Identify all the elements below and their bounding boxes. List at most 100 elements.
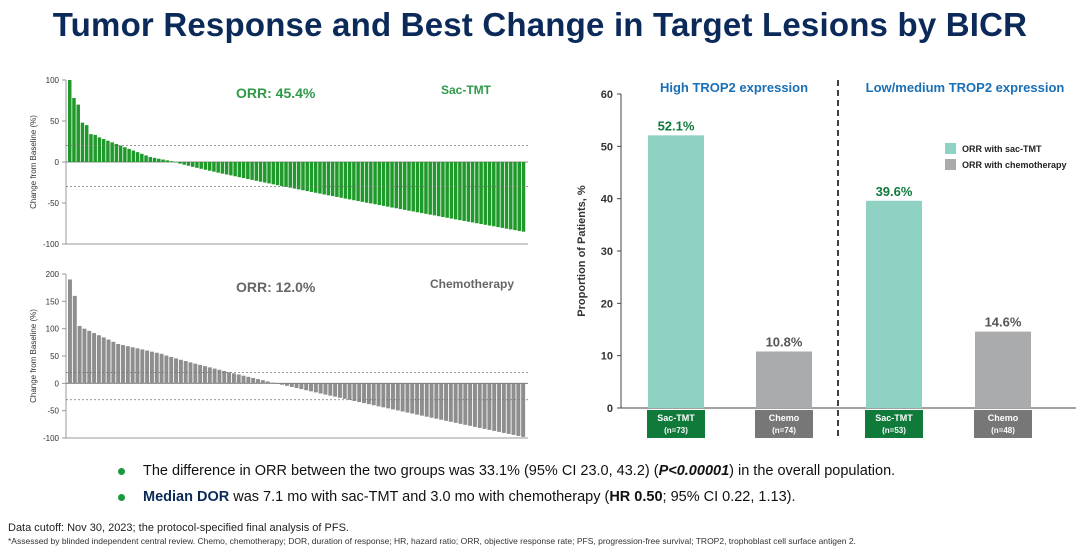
waterfall-bar <box>148 157 153 162</box>
y-tick-label: 0 <box>55 379 60 388</box>
waterfall-bar <box>294 383 299 389</box>
waterfall-bar <box>217 369 222 384</box>
waterfall-bar <box>222 370 227 384</box>
waterfall-bar <box>161 159 165 162</box>
waterfall-bar <box>92 333 97 384</box>
y-tick-label: 50 <box>50 352 59 361</box>
waterfall-bar <box>301 162 305 191</box>
waterfall-bar <box>441 162 445 218</box>
bullet-median-dor: Median DOR was 7.1 mo with sac-TMT and 3… <box>118 484 895 510</box>
waterfall-bar <box>297 162 301 190</box>
waterfall-bar <box>487 162 492 226</box>
waterfall-bar <box>82 328 87 384</box>
category-box <box>974 410 1032 438</box>
waterfall-bar <box>233 162 237 177</box>
waterfall-bar <box>381 162 386 206</box>
waterfall-bar <box>472 383 477 427</box>
waterfall-bar <box>371 383 376 406</box>
bullet-text: Median DOR was 7.1 mo with sac-TMT and 3… <box>143 489 796 505</box>
waterfall-bar <box>190 162 195 167</box>
waterfall-bar <box>335 162 339 197</box>
waterfall-bar <box>135 348 140 384</box>
waterfall-bar <box>174 358 179 384</box>
waterfall-bar <box>169 161 174 162</box>
waterfall-bar <box>93 134 97 162</box>
bullet-text: The difference in ORR between the two gr… <box>143 463 895 479</box>
waterfall-bar <box>149 351 154 384</box>
waterfall-bar <box>458 383 463 424</box>
waterfall-bar <box>487 383 492 430</box>
waterfall-bar <box>381 383 386 408</box>
waterfall-bar <box>477 383 482 428</box>
waterfall-bar <box>318 383 323 394</box>
waterfall-bar <box>198 364 203 384</box>
waterfall-bar <box>267 162 271 184</box>
waterfall-bar <box>496 162 500 228</box>
waterfall-bar <box>347 162 352 200</box>
legend-swatch-sac <box>945 143 956 154</box>
y-axis-label: Proportion of Patients, % <box>576 185 588 317</box>
waterfall-bar <box>501 383 506 433</box>
waterfall-bar <box>333 383 338 397</box>
waterfall-bar <box>347 383 352 400</box>
waterfall-bar <box>376 383 381 407</box>
waterfall-bar <box>419 383 424 416</box>
waterfall-bar <box>280 162 284 187</box>
waterfall-bar <box>309 383 313 392</box>
waterfall-bar <box>110 142 114 162</box>
waterfall-bar <box>448 383 453 422</box>
waterfall-bar <box>121 345 125 384</box>
y-tick-label: 40 <box>601 194 613 206</box>
waterfall-bar <box>419 162 424 214</box>
waterfall-bar <box>145 350 150 384</box>
waterfall-bar <box>313 162 318 193</box>
y-tick-label: 100 <box>46 76 60 85</box>
y-tick-label: -50 <box>47 199 59 208</box>
waterfall-bar <box>199 162 203 169</box>
waterfall-bar <box>89 134 93 162</box>
waterfall-bar <box>207 367 212 384</box>
waterfall-bar <box>475 162 479 224</box>
waterfall-bar <box>96 335 101 384</box>
waterfall-bar <box>275 162 280 186</box>
orr-label: ORR: 45.4% <box>236 85 316 101</box>
y-tick-label: -50 <box>47 407 59 416</box>
waterfall-bar <box>80 122 85 162</box>
waterfall-bar <box>207 162 212 171</box>
waterfall-bar <box>516 383 521 436</box>
waterfall-bar <box>305 162 309 192</box>
waterfall-bar <box>195 162 199 168</box>
y-tick-label: 150 <box>46 297 60 306</box>
waterfall-bar <box>394 162 399 209</box>
waterfall-bar <box>400 383 405 412</box>
waterfall-bar <box>164 355 169 384</box>
waterfall-bar <box>299 383 304 390</box>
waterfall-bar <box>342 383 347 399</box>
waterfall-bar <box>101 139 106 162</box>
waterfall-bar <box>224 162 229 175</box>
waterfall-bar <box>322 162 326 195</box>
page-title: Tumor Response and Best Change in Target… <box>52 6 1028 43</box>
waterfall-bar <box>386 383 391 409</box>
waterfall-bar <box>76 104 80 162</box>
waterfall-bar <box>178 359 183 384</box>
y-tick-label: 10 <box>601 351 613 363</box>
orr-difference-text: The difference in ORR between the two gr… <box>143 463 659 479</box>
waterfall-bar <box>328 383 333 396</box>
waterfall-bar <box>254 162 259 181</box>
waterfall-bar <box>403 162 407 210</box>
category-box <box>647 410 705 438</box>
waterfall-bar <box>216 162 220 173</box>
waterfall-bar <box>398 162 403 210</box>
waterfall-bar <box>369 162 373 204</box>
waterfall-bar <box>357 383 362 403</box>
waterfall-bar <box>84 125 89 162</box>
y-tick-label: 200 <box>46 270 60 279</box>
waterfall-bar <box>405 383 410 413</box>
waterfall-bar <box>237 162 242 178</box>
waterfall-bar <box>125 346 130 384</box>
orr-bar <box>648 135 704 409</box>
orr-label: ORR: 12.0% <box>236 279 316 295</box>
waterfall-bar <box>373 162 377 205</box>
